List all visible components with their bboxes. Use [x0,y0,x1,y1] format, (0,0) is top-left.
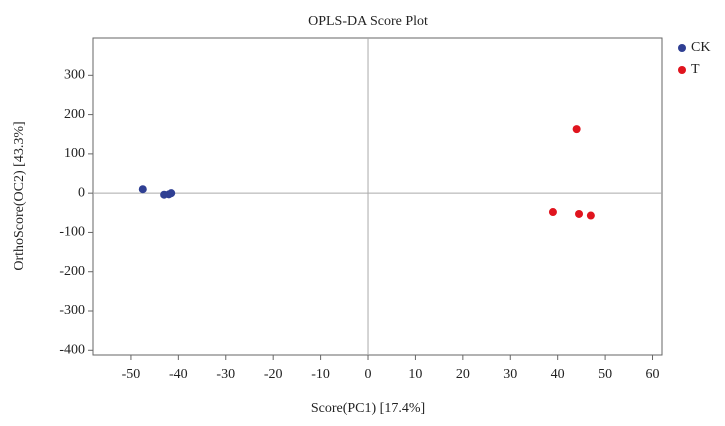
chart-title: OPLS-DA Score Plot [308,14,428,29]
y-tick-label: -400 [59,343,85,358]
x-tick-label: 50 [598,367,612,382]
x-tick-label: 30 [503,367,517,382]
y-tick-label: -300 [59,303,85,318]
y-tick-label: 200 [64,107,85,122]
x-tick-label: -20 [264,367,283,382]
x-tick-label: -40 [169,367,188,382]
point [167,189,176,198]
legend-label: CK [691,40,710,55]
x-tick-label: 10 [408,367,422,382]
point [572,125,581,134]
y-tick-label: -200 [59,264,85,279]
y-axis-label: OrthoScore(OC2) [43.3%] [12,121,27,270]
x-tick-label: -30 [216,367,235,382]
legend-label: T [691,62,700,77]
point [548,208,557,217]
x-tick-label: 0 [365,367,372,382]
point [586,211,595,220]
x-tick-label: 40 [551,367,565,382]
point [575,209,584,218]
x-tick-label: -50 [122,367,141,382]
y-tick-label: 0 [78,185,85,200]
x-axis-label: Score(PC1) [17.4%] [311,401,425,416]
point [138,185,147,194]
legend-marker [678,66,686,74]
y-tick-label: 300 [64,68,85,83]
x-tick-label: -10 [311,367,330,382]
legend-marker [678,44,686,52]
x-tick-label: 20 [456,367,470,382]
y-tick-label: 100 [64,146,85,161]
x-tick-label: 60 [646,367,660,382]
y-tick-label: -100 [59,225,85,240]
plot-area [92,37,663,356]
